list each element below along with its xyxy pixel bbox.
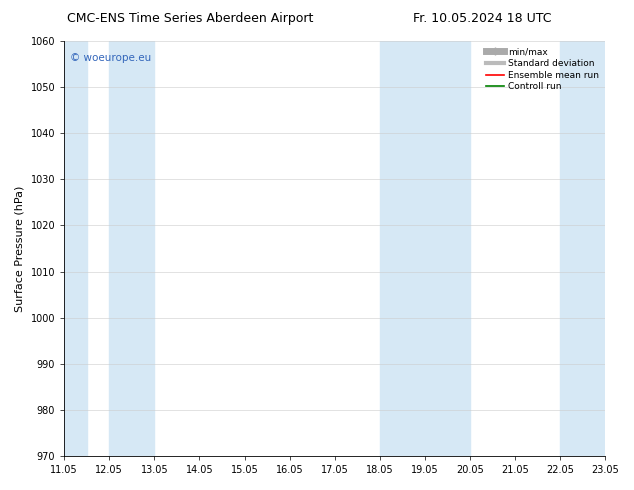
Bar bbox=[380, 41, 470, 456]
Text: CMC-ENS Time Series Aberdeen Airport: CMC-ENS Time Series Aberdeen Airport bbox=[67, 12, 313, 25]
Text: Fr. 10.05.2024 18 UTC: Fr. 10.05.2024 18 UTC bbox=[413, 12, 551, 25]
Y-axis label: Surface Pressure (hPa): Surface Pressure (hPa) bbox=[15, 185, 25, 312]
Text: © woeurope.eu: © woeurope.eu bbox=[70, 53, 151, 64]
Bar bbox=[109, 41, 154, 456]
Legend: min/max, Standard deviation, Ensemble mean run, Controll run: min/max, Standard deviation, Ensemble me… bbox=[484, 46, 600, 93]
Bar bbox=[560, 41, 605, 456]
Bar bbox=[64, 41, 87, 456]
